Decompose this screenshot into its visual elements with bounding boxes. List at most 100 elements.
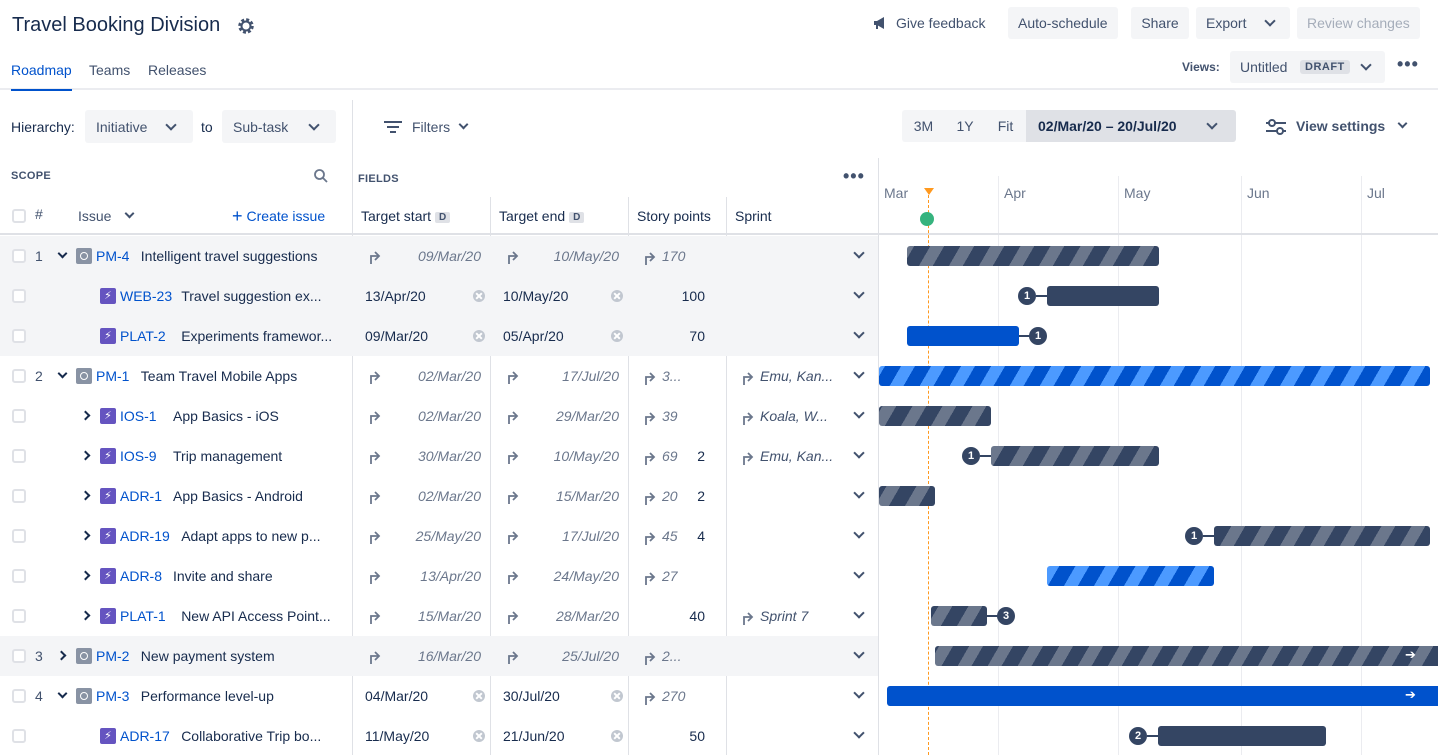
target-end-value[interactable]: 28/Mar/20 [555, 608, 619, 624]
story-points-header[interactable]: Story points [637, 208, 711, 224]
auto-schedule-button[interactable]: Auto-schedule [1008, 7, 1118, 39]
clear-icon[interactable] [611, 330, 623, 342]
table-row[interactable]: ⚡ IOS-9 Trip management 30/Mar/20 10/May/20 6… [0, 436, 878, 476]
target-end-value[interactable]: 10/May/20 [503, 288, 569, 304]
issue-key-link[interactable]: WEB-23 [120, 288, 173, 304]
target-start-value[interactable]: 30/Mar/20 [417, 448, 481, 464]
timeline-bar[interactable] [1047, 286, 1159, 306]
filters-button[interactable]: Filters [384, 110, 474, 143]
target-start-value[interactable]: 25/May/20 [415, 528, 481, 544]
chevron-down-icon[interactable] [57, 248, 68, 259]
chevron-right-icon[interactable] [80, 410, 91, 421]
timeline-bar[interactable]: ➔ [935, 646, 1438, 666]
chevron-down-icon[interactable] [853, 647, 865, 659]
target-start-value[interactable]: 09/Mar/20 [365, 328, 429, 344]
target-end-header[interactable]: Target end D [499, 208, 585, 224]
chevron-right-icon[interactable] [80, 570, 91, 581]
target-end-value[interactable]: 10/May/20 [553, 248, 619, 264]
row-checkbox[interactable] [12, 249, 26, 263]
target-start-value[interactable]: 09/Mar/20 [417, 248, 481, 264]
clear-icon[interactable] [473, 730, 485, 742]
chevron-down-icon[interactable] [853, 447, 865, 459]
target-start-header[interactable]: Target start D [361, 208, 451, 224]
give-feedback-button[interactable]: Give feedback [862, 7, 996, 39]
row-checkbox[interactable] [12, 609, 26, 623]
issue-header[interactable]: Issue [78, 208, 111, 224]
clear-icon[interactable] [473, 690, 485, 702]
chevron-down-icon[interactable] [853, 487, 865, 499]
chevron-right-icon[interactable] [80, 610, 91, 621]
table-row[interactable]: ⚡ PLAT-1 New API Access Point... 15/Mar/20 2… [0, 596, 878, 636]
target-start-value[interactable]: 02/Mar/20 [417, 488, 481, 504]
chevron-down-icon[interactable] [853, 527, 865, 539]
issue-key-link[interactable]: IOS-1 [120, 408, 157, 424]
dependency-badge[interactable]: 1 [1018, 287, 1036, 305]
clear-icon[interactable] [611, 730, 623, 742]
timeline-bar[interactable] [907, 246, 1159, 266]
row-checkbox[interactable] [12, 689, 26, 703]
timeline-bar[interactable] [879, 486, 935, 506]
view-settings-button[interactable]: View settings [1266, 110, 1416, 142]
select-all-checkbox[interactable] [12, 209, 26, 223]
story-points-value[interactable]: 50 [689, 728, 705, 744]
row-checkbox[interactable] [12, 489, 26, 503]
sprint-value[interactable]: Emu, Kan... [760, 448, 834, 464]
issue-key-link[interactable]: ADR-19 [120, 528, 170, 544]
tab-teams[interactable]: Teams [89, 62, 131, 78]
story-points-value[interactable]: 2 [697, 448, 705, 464]
clear-icon[interactable] [611, 290, 623, 302]
target-end-value[interactable]: 17/Jul/20 [562, 528, 619, 544]
target-end-value[interactable]: 29/Mar/20 [555, 408, 619, 424]
issue-key-link[interactable]: PLAT-2 [120, 328, 166, 344]
chevron-right-icon[interactable] [80, 450, 91, 461]
sprint-value[interactable]: Koala, W... [760, 408, 828, 424]
table-row[interactable]: ⚡ ADR-19 Adapt apps to new p... 25/May/20 17… [0, 516, 878, 556]
chevron-down-icon[interactable] [853, 607, 865, 619]
target-end-value[interactable]: 17/Jul/20 [562, 368, 619, 384]
zoom-fit-button[interactable]: Fit [985, 110, 1026, 142]
row-checkbox[interactable] [12, 329, 26, 343]
dependency-badge[interactable]: 1 [1185, 527, 1203, 545]
release-marker[interactable] [920, 212, 934, 226]
views-select[interactable]: Untitled DRAFT [1230, 51, 1385, 83]
chevron-down-icon[interactable] [57, 688, 68, 699]
target-start-value[interactable]: 13/Apr/20 [365, 288, 426, 304]
target-start-value[interactable]: 11/May/20 [365, 728, 430, 744]
chevron-right-icon[interactable] [80, 530, 91, 541]
row-checkbox[interactable] [12, 409, 26, 423]
export-button[interactable]: Export [1196, 7, 1290, 39]
target-end-value[interactable]: 05/Apr/20 [503, 328, 564, 344]
table-row[interactable]: ⚡ ADR-1 App Basics - Android 02/Mar/20 15/Ma… [0, 476, 878, 516]
fields-more-icon[interactable]: ••• [843, 166, 865, 186]
chevron-down-icon[interactable] [853, 407, 865, 419]
row-checkbox[interactable] [12, 649, 26, 663]
issue-key-link[interactable]: ADR-17 [120, 728, 170, 744]
dependency-badge[interactable]: 1 [962, 447, 980, 465]
issue-key-link[interactable]: PLAT-1 [120, 608, 166, 624]
tab-releases[interactable]: Releases [148, 62, 207, 78]
target-end-value[interactable]: 10/May/20 [553, 448, 619, 464]
dependency-badge[interactable]: 3 [997, 607, 1015, 625]
timeline-bar[interactable] [1047, 566, 1214, 586]
timeline-bar[interactable] [991, 446, 1159, 466]
clear-icon[interactable] [473, 290, 485, 302]
table-row[interactable]: 1 PM-4 Intelligent travel suggestions 09/Ma… [0, 236, 878, 276]
tab-roadmap[interactable]: Roadmap [11, 62, 72, 91]
issue-key-link[interactable]: ADR-1 [120, 488, 163, 504]
timeline-bar[interactable]: ➔ [887, 686, 1438, 706]
more-icon[interactable]: ••• [1397, 54, 1419, 74]
target-start-value[interactable]: 02/Mar/20 [417, 408, 481, 424]
sprint-header[interactable]: Sprint [735, 208, 772, 224]
table-row[interactable]: 3 PM-2 New payment system 16/Mar/20 25/Jul/2… [0, 636, 878, 676]
chevron-down-icon[interactable] [57, 368, 68, 379]
table-row[interactable]: ⚡ ADR-8 Invite and share 13/Apr/20 24/May/20… [0, 556, 878, 596]
row-checkbox[interactable] [12, 369, 26, 383]
issue-key-link[interactable]: PM-1 [96, 368, 130, 384]
hierarchy-to-select[interactable]: Sub-task [222, 110, 336, 143]
target-end-value[interactable]: 21/Jun/20 [503, 728, 565, 744]
table-row[interactable]: ⚡ IOS-1 App Basics - iOS 02/Mar/20 29/Mar/20… [0, 396, 878, 436]
target-start-value[interactable]: 13/Apr/20 [420, 568, 481, 584]
target-start-value[interactable]: 15/Mar/20 [417, 608, 481, 624]
dependency-badge[interactable]: 1 [1029, 327, 1047, 345]
story-points-value[interactable]: 70 [689, 328, 705, 344]
